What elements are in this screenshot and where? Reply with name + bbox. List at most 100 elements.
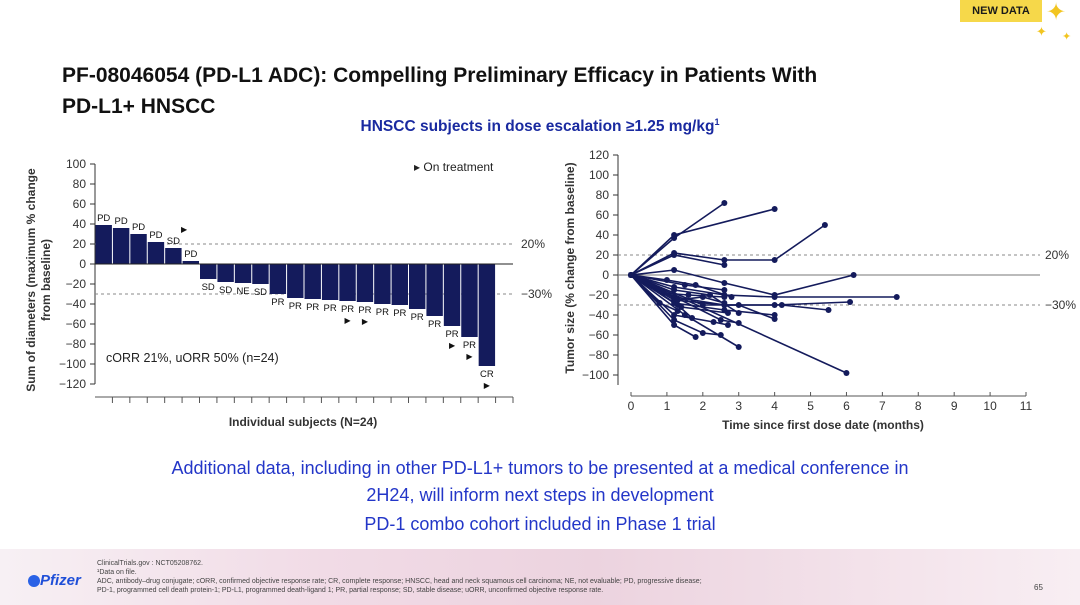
spider-y-tick-label: −60 — [589, 328, 610, 342]
spider-data-point — [724, 322, 731, 328]
spider-y-tick-label: 80 — [596, 188, 610, 202]
waterfall-chart: 100 80 60 40 20 0 −20 −40 −60 −80 −100 −120 20% −30% P… — [24, 157, 552, 429]
waterfall-bar-label: SD — [202, 282, 215, 293]
waterfall-bar-label: CR — [480, 369, 494, 380]
on-treatment-marker: ▶ — [344, 316, 351, 325]
spider-x-tick-label: 2 — [699, 399, 706, 413]
waterfall-reference-label: 20% — [521, 237, 545, 251]
waterfall-bar-label: PR — [271, 297, 284, 308]
waterfall-bar-label: PR — [341, 304, 354, 315]
waterfall-bar-label: SD — [167, 236, 180, 247]
spider-y-tick-label: 0 — [602, 268, 609, 282]
spider-data-point — [710, 319, 717, 325]
spider-data-point — [821, 222, 828, 228]
waterfall-y-tick-label: −120 — [59, 377, 86, 391]
spider-data-point — [681, 282, 688, 288]
spider-data-point — [771, 206, 778, 212]
spider-x-tick-label: 3 — [735, 399, 742, 413]
spider-x-tick-label: 7 — [879, 399, 886, 413]
spider-y-axis-title: Tumor size (% change from baseline) — [563, 162, 577, 373]
waterfall-bar — [478, 264, 496, 366]
spider-series-line — [630, 274, 732, 298]
waterfall-bar — [304, 264, 321, 299]
waterfall-bar — [200, 264, 217, 279]
page-title-line1: PF-08046054 (PD-L1 ADC): Compelling Prel… — [62, 64, 818, 87]
spider-x-tick-label: 8 — [915, 399, 922, 413]
spider-data-point — [689, 315, 696, 321]
spider-chart: 120 100 80 60 40 20 0 −20 −40 −60 −80 −100 20% −30% 0 1… — [563, 148, 1076, 432]
spider-data-point — [674, 302, 681, 308]
on-treatment-marker: ▶ — [449, 341, 456, 350]
waterfall-bar-label: PR — [463, 340, 476, 351]
spider-data-point — [735, 310, 742, 316]
spider-data-point — [771, 294, 778, 300]
pfizer-logo-icon — [28, 575, 40, 587]
spider-data-point — [721, 262, 728, 268]
spider-data-point — [724, 310, 731, 316]
spider-data-point — [893, 294, 900, 300]
waterfall-bar-label: SD — [254, 287, 267, 298]
waterfall-bar — [217, 264, 234, 282]
waterfall-bar — [339, 264, 356, 301]
waterfall-bar-label: PR — [358, 305, 371, 316]
spider-data-point — [671, 267, 678, 273]
spider-series-line — [630, 274, 721, 336]
waterfall-bar — [95, 225, 112, 264]
page-title-line2: PD-L1+ HNSCC — [62, 95, 216, 118]
spider-data-point — [735, 302, 742, 308]
spider-series-line — [630, 274, 725, 298]
footer-band — [0, 549, 1080, 605]
spider-y-tick-label: 120 — [589, 148, 609, 162]
new-data-badge: NEW DATA — [960, 0, 1042, 22]
waterfall-bar-label: PD — [149, 230, 162, 241]
waterfall-y-tick-label: 60 — [73, 197, 87, 211]
waterfall-y-tick-label: −100 — [59, 357, 86, 371]
on-treatment-marker: ▶ — [484, 381, 491, 390]
footnote-data-on-file: ¹Data on file. — [97, 569, 137, 576]
spider-data-point — [685, 292, 692, 298]
spider-reference-label: −30% — [1045, 298, 1076, 312]
spider-data-point — [778, 302, 785, 308]
waterfall-bar-label: PD — [115, 216, 128, 227]
page-title: PF-08046054 (PD-L1 ADC): Compelling Prel… — [62, 60, 962, 122]
spider-data-point — [721, 200, 728, 206]
spider-data-point — [671, 312, 678, 318]
on-treatment-marker: ▶ — [466, 352, 473, 361]
spider-x-tick-label: 4 — [771, 399, 778, 413]
waterfall-bar-label: PR — [428, 319, 441, 330]
waterfall-y-tick-label: −60 — [66, 317, 87, 331]
spider-data-point — [735, 344, 742, 350]
spider-data-point — [717, 317, 724, 323]
waterfall-bar — [409, 264, 426, 309]
waterfall-y-tick-label: 40 — [73, 217, 87, 231]
spider-data-point — [847, 299, 854, 305]
waterfall-bar — [147, 242, 165, 264]
waterfall-bar — [426, 264, 443, 316]
spider-x-tick-label: 11 — [1020, 399, 1033, 413]
spider-data-point — [671, 287, 678, 293]
waterfall-bar-label: PR — [411, 312, 424, 323]
spider-y-tick-label: −80 — [589, 348, 610, 362]
waterfall-bar — [112, 228, 130, 264]
spider-y-tick-label: 100 — [589, 168, 609, 182]
spider-data-point — [692, 334, 699, 340]
waterfall-bar-label: PR — [393, 308, 406, 319]
spider-x-axis-title: Time since first dose date (months) — [722, 418, 924, 432]
spider-y-tick-label: 20 — [596, 248, 610, 262]
waterfall-bar — [182, 261, 199, 264]
waterfall-y-tick-label: −40 — [66, 297, 87, 311]
spider-y-tick-label: −100 — [582, 368, 609, 382]
waterfall-bar-label: SD — [219, 285, 232, 296]
spider-data-point — [771, 316, 778, 322]
waterfall-y-axis-title-line2: from baseline) — [39, 239, 53, 321]
waterfall-x-axis-title: Individual subjects (N=24) — [229, 415, 377, 429]
waterfall-bar — [443, 264, 461, 326]
waterfall-bar-label: PR — [306, 302, 319, 313]
waterfall-bar-label: PR — [445, 329, 458, 340]
waterfall-y-tick-label: −20 — [66, 277, 87, 291]
waterfall-bar — [356, 264, 374, 302]
waterfall-bar — [130, 234, 147, 264]
waterfall-bar-label: PR — [324, 303, 337, 314]
pfizer-logo: Pfizer — [40, 572, 81, 589]
waterfall-y-axis-title-line1: Sum of diameters (maximum % change — [24, 168, 38, 392]
